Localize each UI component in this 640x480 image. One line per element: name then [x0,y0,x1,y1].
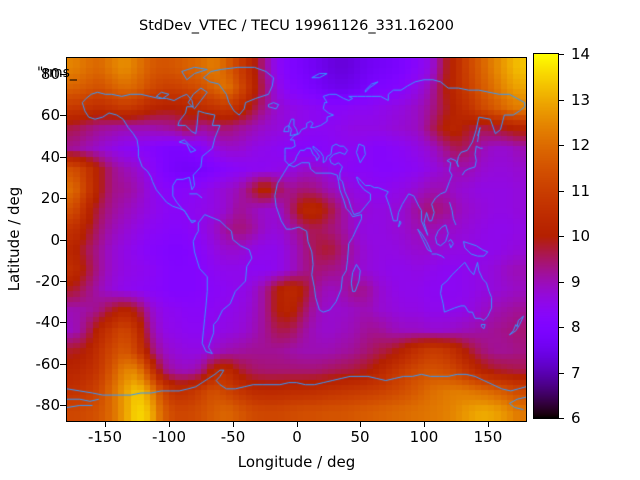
colorbar-tick-label: 9 [571,273,581,291]
colorbar-tick-mark [559,282,564,283]
y-tick-mark [60,115,67,116]
x-tick-mark [424,422,425,427]
colorbar-gradient-canvas [534,54,558,418]
colorbar-tick-mark [559,100,564,101]
x-tick-label: -50 [220,428,246,446]
colorbar-tick-mark [559,418,564,419]
key-label-rms: "rms_ [37,65,77,81]
colorbar-tick-mark [559,54,564,55]
x-tick-label: 100 [409,428,439,446]
y-tick-label: 0 [50,231,60,249]
y-tick-label: -80 [35,396,61,414]
colorbar-tick-label: 10 [571,227,591,245]
x-tick-mark [233,422,234,427]
x-tick-label: -100 [151,428,187,446]
colorbar-tick-label: 14 [571,45,591,63]
x-tick-mark [297,422,298,427]
colorbar-tick-mark [559,236,564,237]
y-tick-label: 20 [40,189,60,207]
x-tick-mark [488,422,489,427]
colorbar-tick-label: 7 [571,364,581,382]
x-tick-label: 0 [292,428,302,446]
colorbar-tick-label: 6 [571,409,581,427]
colorbar-tick-label: 12 [571,136,591,154]
colorbar-tick-mark [559,373,564,374]
x-axis-label: Longitude / deg [237,453,356,471]
colorbar-tick-mark [559,191,564,192]
colorbar-tick-label: 13 [571,91,591,109]
x-tick-label: 50 [350,428,370,446]
x-tick-label: -150 [87,428,123,446]
colorbar-tick-mark [559,145,564,146]
heatmap-canvas [67,58,526,421]
colorbar-tick-label: 11 [571,182,591,200]
y-tick-mark [60,281,67,282]
colorbar [533,53,559,419]
y-tick-mark [60,157,67,158]
x-tick-label: 150 [473,428,503,446]
y-tick-label: -40 [35,313,61,331]
y-tick-label: -60 [35,355,61,373]
plot-title: StdDev_VTEC / TECU 19961126_331.16200 [138,18,454,34]
x-tick-mark [169,422,170,427]
x-tick-mark [105,422,106,427]
y-tick-label: 60 [40,106,60,124]
colorbar-tick-mark [559,327,564,328]
y-tick-mark [60,405,67,406]
x-tick-mark [360,422,361,427]
map-plot-area [66,57,527,422]
y-tick-label: -20 [35,272,61,290]
y-tick-label: 40 [40,148,60,166]
y-tick-mark [60,364,67,365]
y-tick-label: 80 [40,65,60,83]
y-tick-mark [60,322,67,323]
colorbar-tick-label: 8 [571,318,581,336]
y-tick-mark [60,198,67,199]
y-tick-mark [60,74,67,75]
y-tick-mark [60,240,67,241]
